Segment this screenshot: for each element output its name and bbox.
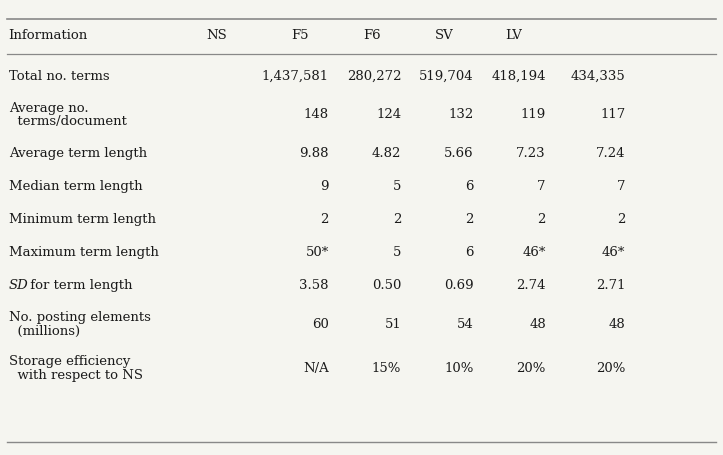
Text: 50*: 50* bbox=[306, 246, 329, 259]
Text: 6: 6 bbox=[465, 180, 474, 193]
Text: 0.69: 0.69 bbox=[444, 279, 474, 293]
Text: for term length: for term length bbox=[26, 279, 132, 293]
Text: Storage efficiency: Storage efficiency bbox=[9, 355, 130, 368]
Text: Maximum term length: Maximum term length bbox=[9, 246, 158, 259]
Text: terms/document: terms/document bbox=[9, 115, 127, 128]
Text: Average term length: Average term length bbox=[9, 147, 147, 160]
Text: No. posting elements: No. posting elements bbox=[9, 311, 150, 324]
Text: 51: 51 bbox=[385, 318, 401, 331]
Text: 54: 54 bbox=[457, 318, 474, 331]
Text: 2: 2 bbox=[617, 213, 625, 226]
Text: 9.88: 9.88 bbox=[299, 147, 329, 160]
Text: 7.23: 7.23 bbox=[516, 147, 546, 160]
Text: 15%: 15% bbox=[372, 362, 401, 375]
Text: 148: 148 bbox=[304, 108, 329, 121]
Text: 5: 5 bbox=[393, 180, 401, 193]
Text: NS: NS bbox=[207, 29, 227, 42]
Text: 48: 48 bbox=[529, 318, 546, 331]
Text: 2.74: 2.74 bbox=[516, 279, 546, 293]
Text: 2: 2 bbox=[320, 213, 329, 226]
Text: 119: 119 bbox=[521, 108, 546, 121]
Text: 2: 2 bbox=[393, 213, 401, 226]
Text: Average no.: Average no. bbox=[9, 101, 88, 115]
Text: 48: 48 bbox=[609, 318, 625, 331]
Text: SV: SV bbox=[435, 29, 454, 42]
Text: N/A: N/A bbox=[303, 362, 329, 375]
Text: Total no. terms: Total no. terms bbox=[9, 70, 109, 83]
Text: 9: 9 bbox=[320, 180, 329, 193]
Text: F5: F5 bbox=[291, 29, 309, 42]
Text: with respect to NS: with respect to NS bbox=[9, 369, 142, 382]
Text: 20%: 20% bbox=[596, 362, 625, 375]
Text: SD: SD bbox=[9, 279, 28, 293]
Text: 60: 60 bbox=[312, 318, 329, 331]
Text: 46*: 46* bbox=[523, 246, 546, 259]
Text: 280,272: 280,272 bbox=[347, 70, 401, 83]
Text: 6: 6 bbox=[465, 246, 474, 259]
Text: Information: Information bbox=[9, 29, 88, 42]
Text: 10%: 10% bbox=[444, 362, 474, 375]
Text: (millions): (millions) bbox=[9, 324, 80, 338]
Text: 7: 7 bbox=[617, 180, 625, 193]
Text: 132: 132 bbox=[448, 108, 474, 121]
Text: 2: 2 bbox=[465, 213, 474, 226]
Text: 3.58: 3.58 bbox=[299, 279, 329, 293]
Text: Minimum term length: Minimum term length bbox=[9, 213, 155, 226]
Text: 20%: 20% bbox=[516, 362, 546, 375]
Text: 46*: 46* bbox=[602, 246, 625, 259]
Text: 2: 2 bbox=[537, 213, 546, 226]
Text: Median term length: Median term length bbox=[9, 180, 142, 193]
Text: 5: 5 bbox=[393, 246, 401, 259]
Text: 117: 117 bbox=[600, 108, 625, 121]
Text: 418,194: 418,194 bbox=[492, 70, 546, 83]
Text: 7.24: 7.24 bbox=[596, 147, 625, 160]
Text: 4.82: 4.82 bbox=[372, 147, 401, 160]
Text: 124: 124 bbox=[376, 108, 401, 121]
Text: 1,437,581: 1,437,581 bbox=[262, 70, 329, 83]
Text: LV: LV bbox=[505, 29, 522, 42]
Text: 434,335: 434,335 bbox=[570, 70, 625, 83]
Text: F6: F6 bbox=[364, 29, 381, 42]
Text: 7: 7 bbox=[537, 180, 546, 193]
Text: 5.66: 5.66 bbox=[444, 147, 474, 160]
Text: 0.50: 0.50 bbox=[372, 279, 401, 293]
Text: 2.71: 2.71 bbox=[596, 279, 625, 293]
Text: 519,704: 519,704 bbox=[419, 70, 474, 83]
